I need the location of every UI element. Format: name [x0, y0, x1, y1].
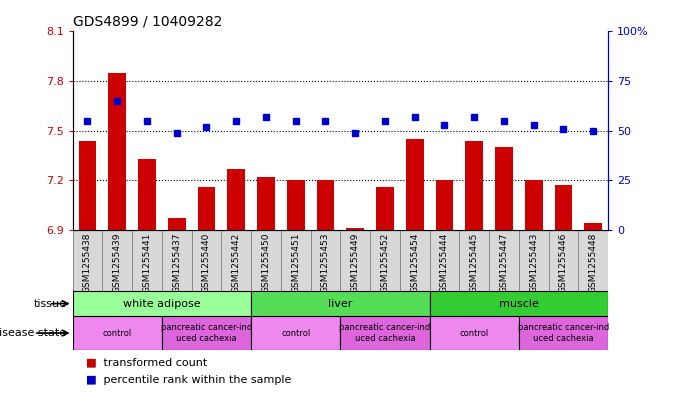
Text: GSM1255446: GSM1255446 — [559, 233, 568, 293]
Bar — [430, 316, 519, 350]
Text: tissue: tissue — [34, 299, 66, 309]
Bar — [376, 187, 394, 230]
Bar — [495, 147, 513, 230]
Bar — [251, 316, 341, 350]
Text: GSM1255451: GSM1255451 — [291, 233, 300, 294]
Text: GSM1255448: GSM1255448 — [589, 233, 598, 293]
Text: ■: ■ — [86, 375, 97, 385]
Text: ■  transformed count: ■ transformed count — [86, 358, 207, 367]
Bar — [73, 316, 162, 350]
Text: control: control — [281, 329, 310, 338]
Bar — [554, 185, 572, 230]
Text: pancreatic cancer-ind
uced cachexia: pancreatic cancer-ind uced cachexia — [518, 323, 609, 343]
Bar — [227, 169, 245, 230]
Text: muscle: muscle — [499, 299, 539, 309]
Bar — [251, 291, 430, 316]
Bar — [430, 291, 608, 316]
Bar — [346, 228, 364, 230]
Text: GSM1255449: GSM1255449 — [351, 233, 360, 293]
Text: pancreatic cancer-ind
uced cachexia: pancreatic cancer-ind uced cachexia — [161, 323, 252, 343]
Text: ■  percentile rank within the sample: ■ percentile rank within the sample — [86, 375, 292, 385]
Bar — [257, 177, 275, 230]
Bar — [168, 219, 186, 230]
Text: GSM1255447: GSM1255447 — [500, 233, 509, 293]
Bar — [316, 180, 334, 230]
Bar — [79, 141, 96, 230]
Text: GSM1255441: GSM1255441 — [142, 233, 151, 293]
Text: GSM1255440: GSM1255440 — [202, 233, 211, 293]
Bar — [524, 180, 542, 230]
Text: GSM1255442: GSM1255442 — [231, 233, 240, 293]
Bar — [519, 316, 608, 350]
Bar — [585, 223, 602, 230]
Text: GSM1255437: GSM1255437 — [172, 233, 181, 294]
Bar — [138, 159, 156, 230]
Text: GSM1255439: GSM1255439 — [113, 233, 122, 294]
Text: ■: ■ — [86, 358, 97, 367]
Text: GSM1255450: GSM1255450 — [261, 233, 270, 294]
Text: GSM1255443: GSM1255443 — [529, 233, 538, 293]
Bar — [287, 180, 305, 230]
Bar — [435, 180, 453, 230]
Bar — [465, 141, 483, 230]
Text: GSM1255438: GSM1255438 — [83, 233, 92, 294]
Text: control: control — [460, 329, 489, 338]
Text: GSM1255454: GSM1255454 — [410, 233, 419, 293]
Bar — [406, 139, 424, 230]
Text: disease state: disease state — [0, 328, 66, 338]
Bar — [340, 316, 430, 350]
Bar — [73, 291, 251, 316]
Text: GSM1255452: GSM1255452 — [381, 233, 390, 293]
Bar — [198, 187, 216, 230]
Text: control: control — [102, 329, 132, 338]
Text: liver: liver — [328, 299, 352, 309]
Text: GSM1255445: GSM1255445 — [470, 233, 479, 293]
Bar — [108, 73, 126, 230]
Text: GSM1255453: GSM1255453 — [321, 233, 330, 294]
Text: white adipose: white adipose — [123, 299, 200, 309]
Text: GDS4899 / 10409282: GDS4899 / 10409282 — [73, 15, 222, 29]
Text: pancreatic cancer-ind
uced cachexia: pancreatic cancer-ind uced cachexia — [339, 323, 430, 343]
Bar — [162, 316, 251, 350]
Text: GSM1255444: GSM1255444 — [440, 233, 449, 293]
